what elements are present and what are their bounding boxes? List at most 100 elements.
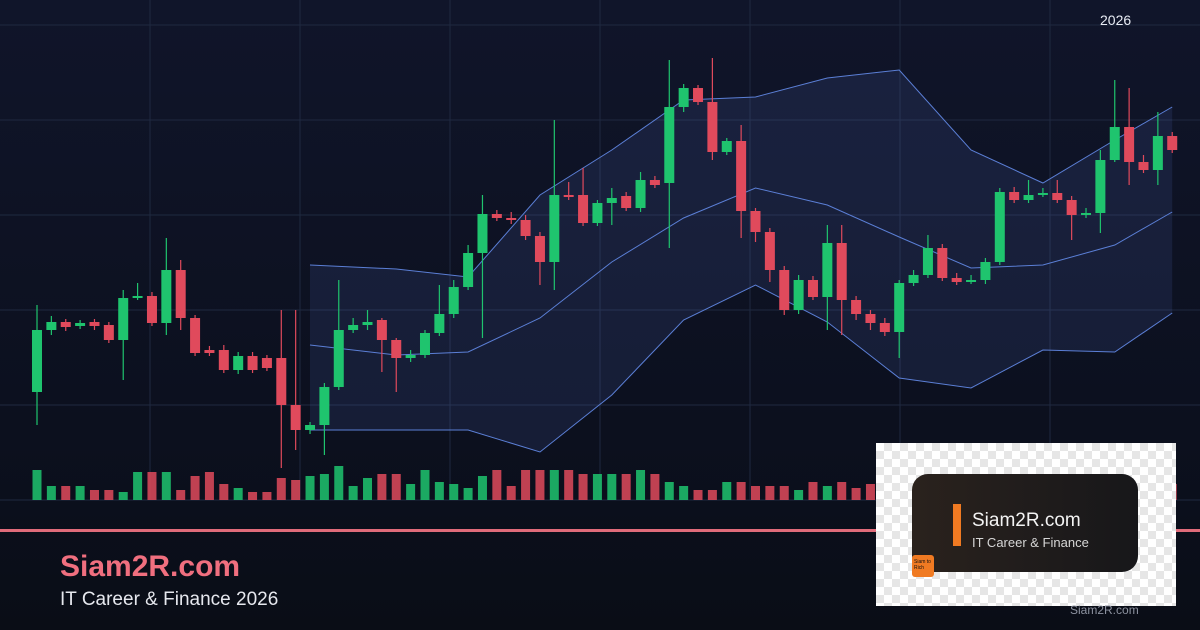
candle-body (966, 280, 977, 282)
candle-body (1152, 136, 1163, 170)
volume-bar (636, 470, 646, 500)
volume-bar (32, 470, 42, 500)
volume-bar (865, 484, 875, 500)
volume-bar (535, 470, 545, 500)
candle-body (348, 325, 359, 330)
volume-bar (233, 488, 243, 500)
volume-bar (794, 490, 804, 500)
volume-bar (693, 490, 703, 500)
candle-body (405, 355, 416, 358)
volume-bar (851, 488, 861, 500)
candle-body (103, 325, 114, 340)
volume-bar (319, 474, 329, 500)
candle-body (865, 314, 876, 323)
volume-bar (118, 492, 128, 500)
volume-bar (722, 482, 732, 500)
candle-body (434, 314, 445, 333)
volume-bar (406, 484, 416, 500)
band-lower (310, 284, 1173, 453)
volume-bar (363, 478, 373, 500)
candle-body (175, 270, 186, 318)
candle-body (118, 298, 129, 340)
watermark: Siam2R.com (1070, 603, 1139, 617)
logo-brand: Siam2R.com (972, 510, 1081, 531)
volume-bar (564, 470, 574, 500)
candle-body (305, 425, 316, 430)
candle-body (204, 350, 215, 353)
volume-bar (621, 474, 631, 500)
volume-bar (463, 488, 473, 500)
candle-body (1009, 192, 1020, 200)
volume-bar (61, 486, 71, 500)
candle-body (391, 340, 402, 358)
candle-body (290, 405, 301, 430)
candle-body (621, 196, 632, 208)
candle-body (1138, 162, 1149, 170)
candle-body (146, 296, 157, 323)
band-fill (310, 70, 1173, 452)
candle-body (362, 322, 373, 325)
volume-bar (291, 480, 301, 500)
volume-bar (176, 490, 186, 500)
volume-bar (434, 482, 444, 500)
candle-body (75, 323, 86, 326)
candle-body (922, 248, 933, 275)
volume-bar (305, 476, 315, 500)
volume-bar (420, 470, 430, 500)
volume-bar (219, 484, 229, 500)
logo-tagline: IT Career & Finance (972, 535, 1089, 550)
candle-body (276, 358, 287, 405)
candle-body (764, 232, 775, 270)
volume-bar (779, 486, 789, 500)
candle-body (132, 296, 143, 298)
volume-bar (190, 476, 200, 500)
volume-bar (837, 482, 847, 500)
candle-body (822, 243, 833, 297)
candle-body (1037, 193, 1048, 195)
candle-body (247, 356, 258, 370)
logo-card: Siam2R.com IT Career & Finance Siam to R… (912, 474, 1138, 577)
candle-body (89, 322, 100, 326)
candle-body (448, 287, 459, 314)
volume-bar (89, 490, 99, 500)
candle-body (678, 88, 689, 107)
volume-bar (75, 486, 85, 500)
candle-body (506, 218, 517, 220)
volume-bar (650, 474, 660, 500)
volume-bar (736, 482, 746, 500)
volume-bar (506, 486, 516, 500)
volume-bar (707, 490, 717, 500)
candle-body (1109, 127, 1120, 160)
candle-body (707, 102, 718, 152)
candle-body (1124, 127, 1135, 162)
volume-bar (204, 472, 214, 500)
candle-body (951, 278, 962, 282)
volume-bar (104, 490, 114, 500)
candle-body (376, 320, 387, 340)
candle-body (534, 236, 545, 262)
candle-body (879, 323, 890, 332)
candle-body (563, 195, 574, 197)
candle-body (635, 180, 646, 208)
logo-bar (953, 504, 961, 546)
volume-bar (248, 492, 258, 500)
volume-bar (822, 486, 832, 500)
candle-body (592, 203, 603, 223)
volume-bar (492, 470, 502, 500)
candle-body (1167, 136, 1178, 150)
candle-body (664, 107, 675, 183)
volume-bar (147, 472, 157, 500)
candle-body (894, 283, 905, 332)
volume-bar (348, 486, 358, 500)
volume-bar (133, 472, 143, 500)
tagline: IT Career & Finance 2026 (60, 589, 279, 610)
volume-bar (521, 470, 531, 500)
candle-body (419, 333, 430, 355)
candle-body (721, 141, 732, 152)
candle-body (1066, 200, 1077, 215)
candle-body (908, 275, 919, 283)
candle-body (60, 322, 71, 327)
logo-icon: Siam to Rich (912, 555, 934, 577)
candle-body (463, 253, 474, 287)
candle-body (994, 192, 1005, 262)
